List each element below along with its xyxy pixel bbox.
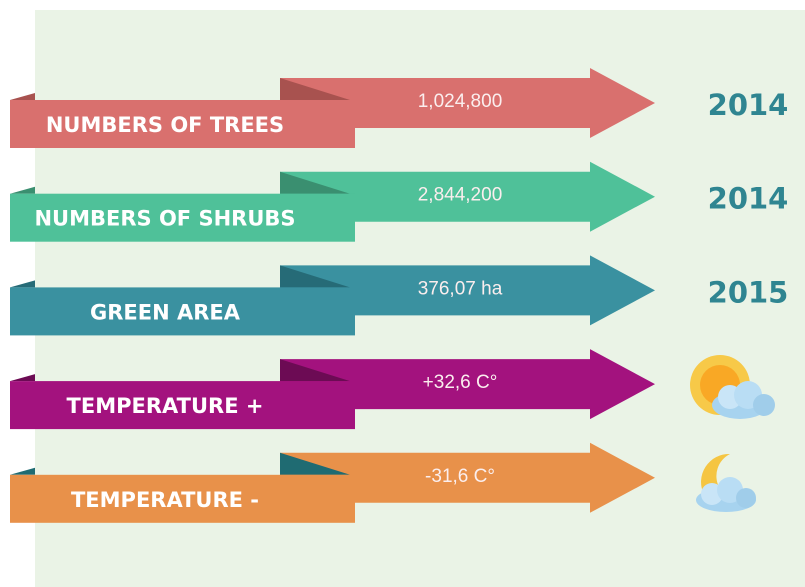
- ribbon-corner: [10, 186, 35, 194]
- arrow: [280, 349, 655, 420]
- fold: [280, 171, 350, 194]
- fold: [280, 265, 350, 288]
- ribbon-corner: [10, 374, 35, 382]
- arrow: [280, 255, 655, 326]
- row-year: 2014: [708, 182, 789, 216]
- fold: [280, 452, 350, 475]
- rows: NUMBERS OF TREES 1,024,800 2014 NUMBERS OF …: [10, 68, 788, 523]
- label-ribbon: [10, 381, 355, 430]
- row-label: TEMPERATURE -: [71, 488, 259, 512]
- row-value: 376,07 ha: [418, 278, 503, 299]
- row-label: TEMPERATURE +: [67, 394, 264, 418]
- ribbon-corner: [10, 280, 35, 288]
- row-value: 2,844,200: [418, 185, 503, 206]
- row-label: GREEN AREA: [90, 300, 241, 324]
- row-value: -31,6 C°: [425, 466, 495, 487]
- fold: [280, 359, 350, 382]
- sun-cloud-icon: [690, 355, 775, 419]
- moon-cloud-icon: [696, 453, 756, 512]
- ribbon-corner: [10, 467, 35, 475]
- label-ribbon: [10, 287, 355, 336]
- label-ribbon: [10, 100, 355, 148]
- label-ribbon: [10, 474, 355, 523]
- row-label: NUMBERS OF TREES: [46, 113, 284, 137]
- row-value: 1,024,800: [418, 91, 503, 112]
- arrow: [280, 161, 655, 232]
- arrow: [280, 68, 655, 138]
- row-value: +32,6 C°: [423, 372, 498, 393]
- row-label: NUMBERS OF SHRUBS: [34, 207, 295, 231]
- arrow: [280, 442, 655, 513]
- row-year: 2015: [708, 275, 789, 309]
- row-year: 2014: [708, 88, 789, 122]
- label-ribbon: [10, 193, 355, 242]
- fold: [280, 78, 350, 100]
- ribbon-corner: [10, 93, 35, 100]
